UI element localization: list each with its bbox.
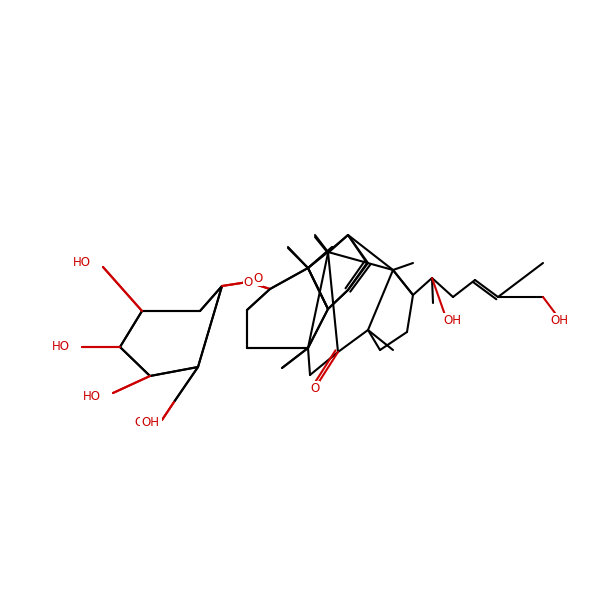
Text: O: O: [244, 275, 253, 289]
Text: OH: OH: [141, 415, 159, 428]
Text: OH: OH: [134, 415, 152, 428]
Text: O: O: [310, 382, 320, 395]
Text: HO: HO: [73, 256, 91, 269]
Text: HO: HO: [52, 340, 70, 353]
Text: O: O: [253, 272, 262, 286]
Text: HO: HO: [52, 340, 70, 353]
Text: HO: HO: [83, 389, 101, 403]
Text: HO: HO: [83, 389, 101, 403]
Text: HO: HO: [73, 256, 91, 269]
Text: OH: OH: [443, 313, 461, 326]
Text: OH: OH: [550, 313, 568, 326]
Text: OH: OH: [143, 415, 161, 428]
